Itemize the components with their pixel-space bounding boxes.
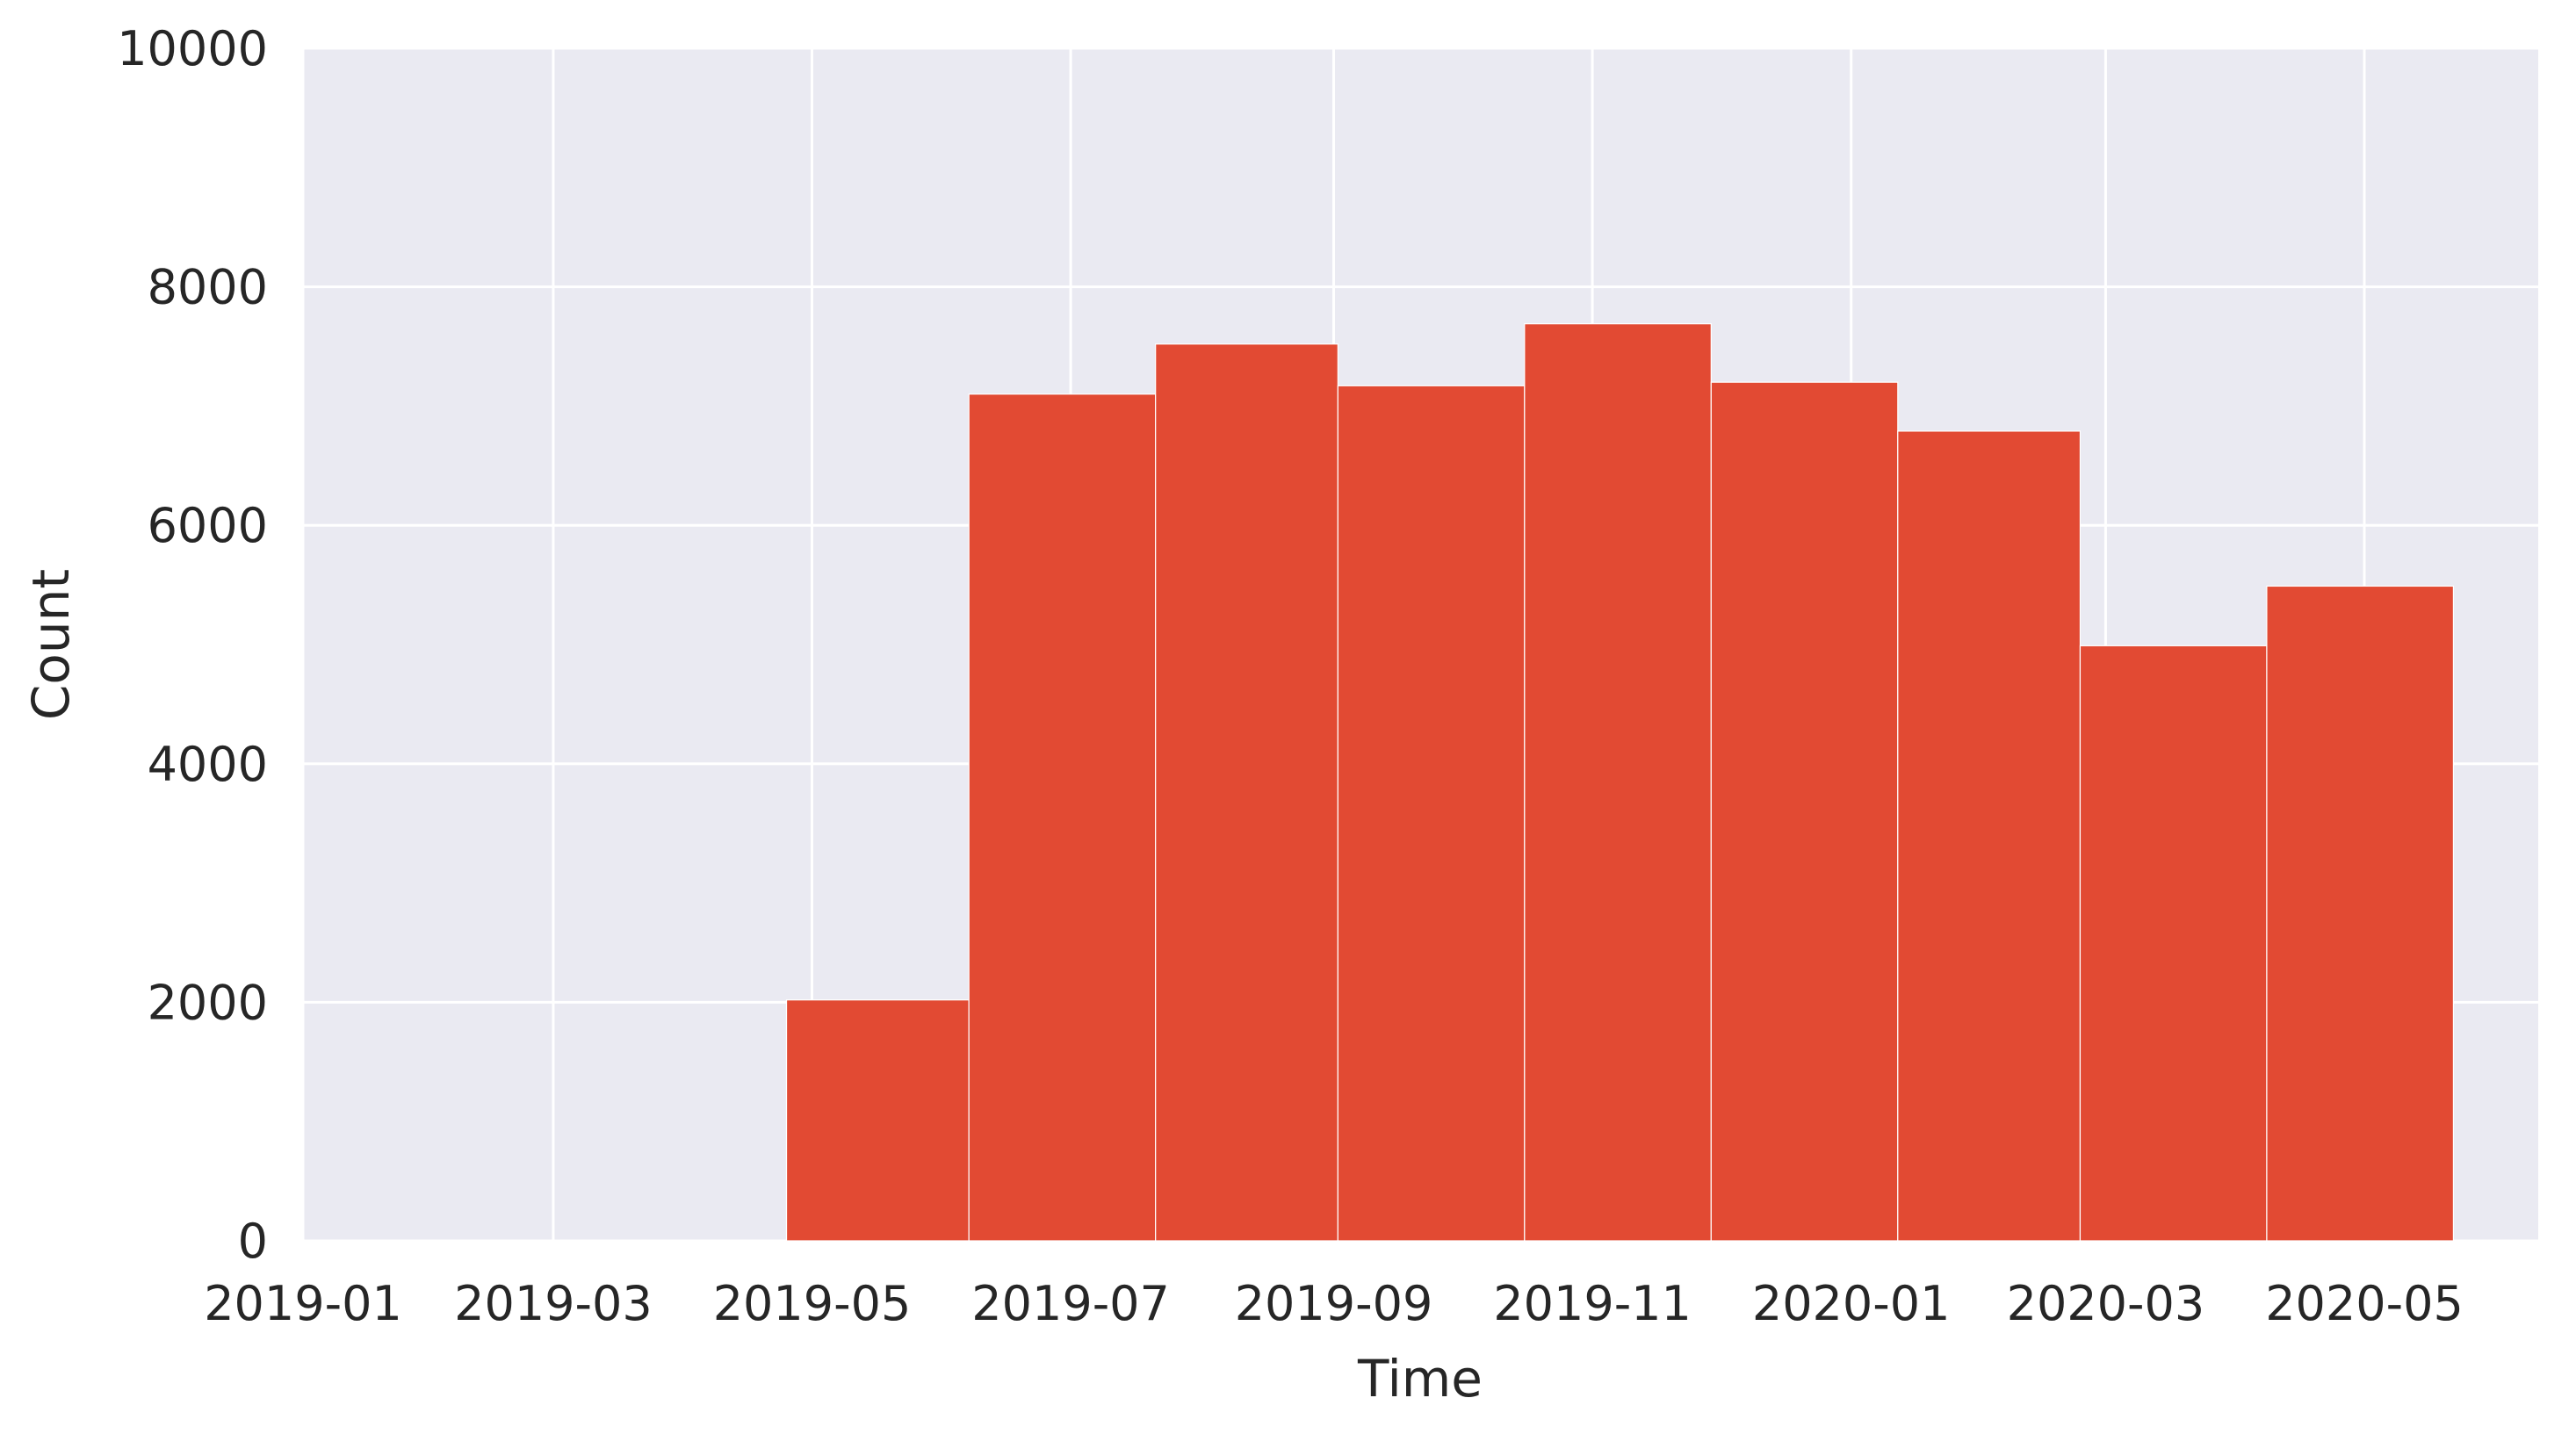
x-tick-label: 2019-01 <box>204 1276 402 1331</box>
y-tick-label: 10000 <box>117 21 268 76</box>
histogram-bar <box>1337 385 1526 1242</box>
x-tick-label: 2020-03 <box>2007 1276 2205 1331</box>
y-tick-label: 8000 <box>148 260 268 315</box>
histogram-bar <box>1710 381 1899 1242</box>
histogram-bar <box>1155 343 1339 1242</box>
x-tick-labels: 2019-01 2019-03 2019-05 2019-07 2019-09 2019-… <box>204 1276 2464 1331</box>
histogram-bar <box>968 393 1157 1242</box>
y-tick-label: 6000 <box>148 498 268 553</box>
y-tick-label: 0 <box>238 1214 268 1269</box>
x-tick-label: 2019-07 <box>971 1276 1170 1331</box>
y-axis-label: Count <box>21 569 81 720</box>
x-axis-label: Time <box>1357 1349 1483 1409</box>
x-tick-label: 2019-09 <box>1235 1276 1433 1331</box>
histogram-bar <box>2079 645 2268 1242</box>
y-tick-label: 2000 <box>148 975 268 1030</box>
x-tick-label: 2019-05 <box>713 1276 912 1331</box>
y-tick-label: 4000 <box>148 737 268 792</box>
x-tick-label: 2019-03 <box>454 1276 653 1331</box>
histogram-bar <box>785 999 970 1242</box>
x-tick-label: 2020-01 <box>1752 1276 1951 1331</box>
histogram-bar <box>1524 323 1712 1242</box>
x-tick-label: 2020-05 <box>2265 1276 2464 1331</box>
y-tick-labels: 0 2000 4000 6000 8000 10000 <box>117 21 268 1269</box>
histogram-bars <box>785 323 2455 1242</box>
histogram-bar <box>2266 585 2455 1242</box>
histogram-bar <box>1897 430 2082 1242</box>
x-tick-label: 2019-11 <box>1493 1276 1692 1331</box>
